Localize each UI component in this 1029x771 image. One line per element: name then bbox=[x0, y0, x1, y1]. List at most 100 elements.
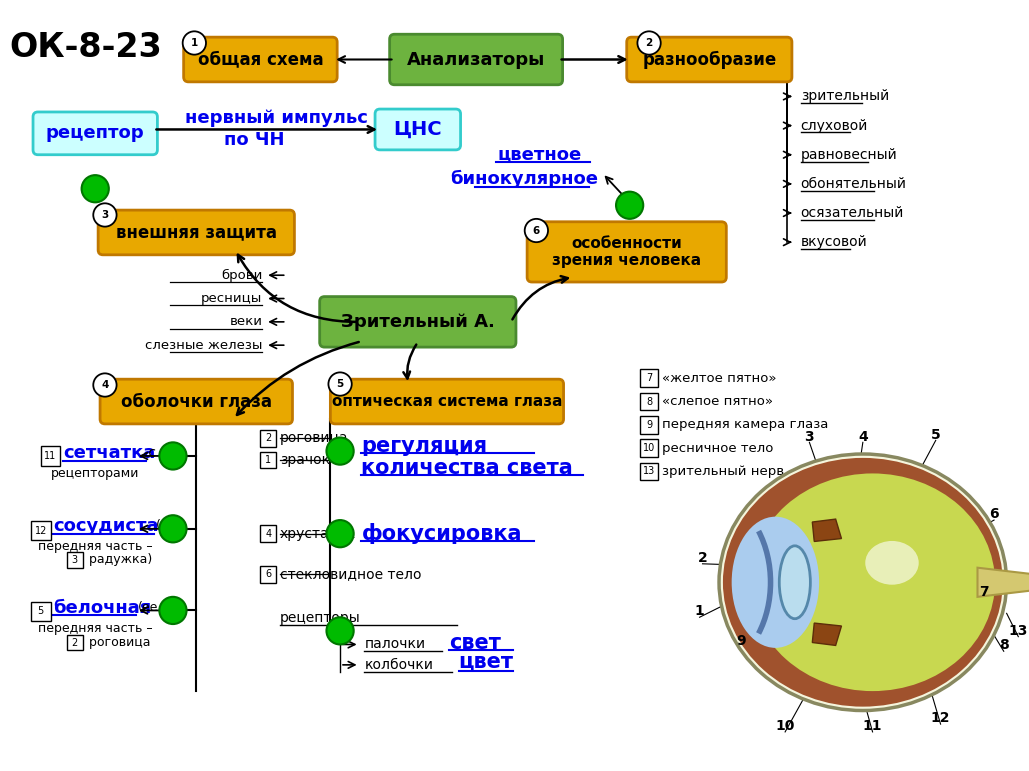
FancyBboxPatch shape bbox=[33, 112, 157, 155]
Text: обонятельный: обонятельный bbox=[801, 177, 907, 191]
Text: вкусовой: вкусовой bbox=[801, 235, 867, 249]
Text: 2: 2 bbox=[265, 433, 272, 443]
Text: 1: 1 bbox=[190, 38, 198, 48]
Circle shape bbox=[159, 515, 186, 543]
Text: 11: 11 bbox=[862, 719, 882, 733]
Text: хрусталик: хрусталик bbox=[280, 527, 356, 540]
Text: 9: 9 bbox=[737, 634, 746, 648]
Circle shape bbox=[326, 618, 354, 645]
Circle shape bbox=[159, 597, 186, 624]
Circle shape bbox=[159, 443, 186, 470]
Text: 10: 10 bbox=[643, 443, 655, 453]
Text: 13: 13 bbox=[643, 466, 655, 476]
Ellipse shape bbox=[719, 454, 1006, 711]
Text: 7: 7 bbox=[646, 373, 652, 383]
Text: оптическая система глаза: оптическая система глаза bbox=[331, 394, 562, 409]
Text: 11: 11 bbox=[44, 451, 57, 461]
Bar bbox=[67, 635, 82, 650]
Ellipse shape bbox=[723, 458, 1003, 707]
Text: общая схема: общая схема bbox=[198, 51, 323, 69]
Text: роговица: роговица bbox=[84, 636, 150, 649]
Circle shape bbox=[326, 437, 354, 465]
Bar bbox=[31, 521, 50, 540]
Text: 12: 12 bbox=[931, 712, 951, 726]
Bar bbox=[31, 601, 50, 621]
FancyBboxPatch shape bbox=[98, 210, 294, 254]
Text: зрительный нерв: зрительный нерв bbox=[662, 465, 784, 478]
Text: брови: брови bbox=[221, 268, 262, 281]
Text: 5: 5 bbox=[336, 379, 344, 389]
Text: ОК-8-23: ОК-8-23 bbox=[9, 32, 162, 64]
Text: 10: 10 bbox=[776, 719, 794, 733]
Circle shape bbox=[637, 32, 661, 55]
FancyBboxPatch shape bbox=[627, 37, 792, 82]
Polygon shape bbox=[978, 567, 1029, 597]
Text: оболочки глаза: оболочки глаза bbox=[120, 392, 272, 410]
Bar bbox=[640, 392, 658, 410]
FancyBboxPatch shape bbox=[390, 34, 563, 85]
Text: 2: 2 bbox=[698, 551, 707, 565]
Text: 13: 13 bbox=[1008, 624, 1028, 638]
Text: стекловидное тело: стекловидное тело bbox=[280, 567, 421, 581]
Text: веки: веки bbox=[229, 315, 262, 328]
Bar bbox=[260, 452, 277, 468]
Text: 7: 7 bbox=[980, 585, 989, 599]
Circle shape bbox=[525, 219, 548, 242]
Text: белочная: белочная bbox=[54, 598, 151, 617]
Text: передняя камера глаза: передняя камера глаза bbox=[662, 419, 828, 431]
Bar bbox=[640, 439, 658, 457]
FancyBboxPatch shape bbox=[100, 379, 292, 424]
Text: роговица: роговица bbox=[280, 432, 349, 446]
Text: радужка): радужка) bbox=[84, 554, 152, 567]
Text: бинокулярное: бинокулярное bbox=[451, 170, 599, 188]
Text: 4: 4 bbox=[858, 429, 867, 443]
Text: 4: 4 bbox=[265, 529, 272, 539]
Bar bbox=[260, 525, 277, 542]
Text: 4: 4 bbox=[101, 380, 109, 390]
Text: 6: 6 bbox=[989, 507, 999, 521]
Text: передняя часть –: передняя часть – bbox=[38, 540, 152, 553]
Text: «слепое пятно»: «слепое пятно» bbox=[662, 395, 773, 408]
Text: ресницы: ресницы bbox=[201, 292, 262, 305]
FancyBboxPatch shape bbox=[320, 297, 516, 347]
FancyBboxPatch shape bbox=[375, 109, 461, 150]
Text: 6: 6 bbox=[265, 570, 272, 580]
Ellipse shape bbox=[779, 546, 811, 618]
Polygon shape bbox=[812, 623, 842, 645]
Bar bbox=[640, 416, 658, 433]
Text: 12: 12 bbox=[35, 526, 47, 536]
Circle shape bbox=[94, 373, 116, 396]
Text: палочки: палочки bbox=[364, 638, 426, 651]
Text: ЦНС: ЦНС bbox=[393, 120, 442, 139]
Text: 1: 1 bbox=[695, 604, 705, 618]
Circle shape bbox=[81, 175, 109, 202]
Text: 5: 5 bbox=[38, 607, 44, 617]
Text: ресничное тело: ресничное тело bbox=[662, 442, 773, 455]
Bar bbox=[640, 463, 658, 480]
Text: Анализаторы: Анализаторы bbox=[406, 51, 545, 69]
Circle shape bbox=[616, 192, 643, 219]
Bar bbox=[640, 369, 658, 387]
Text: 2: 2 bbox=[72, 638, 78, 648]
Text: 8: 8 bbox=[999, 638, 1008, 652]
Text: 6: 6 bbox=[533, 225, 540, 235]
Text: с: с bbox=[144, 446, 155, 460]
Text: особенности
зрения человека: особенности зрения человека bbox=[553, 236, 702, 268]
Text: цветное: цветное bbox=[497, 146, 581, 163]
Text: 1: 1 bbox=[265, 455, 272, 465]
Text: зрительный: зрительный bbox=[801, 89, 889, 103]
Bar bbox=[41, 446, 61, 466]
Bar bbox=[260, 566, 277, 583]
Polygon shape bbox=[812, 519, 842, 541]
Text: регуляция: регуляция bbox=[361, 436, 488, 456]
Text: «желтое пятно»: «желтое пятно» bbox=[662, 372, 776, 385]
Text: слуховой: слуховой bbox=[801, 119, 868, 133]
Text: передняя часть –: передняя часть – bbox=[38, 622, 152, 635]
Text: Зрительный А.: Зрительный А. bbox=[341, 313, 495, 331]
Text: (ее: (ее bbox=[138, 601, 158, 614]
Circle shape bbox=[94, 204, 116, 227]
Bar bbox=[67, 552, 82, 567]
Text: сетчатка: сетчатка bbox=[63, 444, 155, 462]
Text: 3: 3 bbox=[72, 555, 78, 565]
Text: внешняя защита: внешняя защита bbox=[116, 224, 277, 241]
